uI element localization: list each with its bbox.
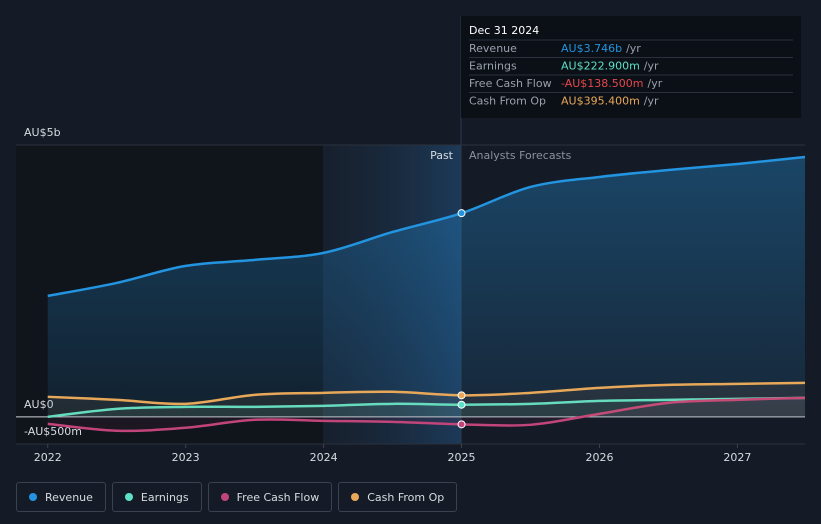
forecast-label: Analysts Forecasts: [469, 149, 572, 162]
tooltip-unit: /yr: [626, 42, 641, 55]
tooltip-label: Earnings: [469, 60, 517, 73]
x-tick-label: 2025: [448, 451, 476, 464]
x-tick-label: 2024: [310, 451, 338, 464]
tooltip-label: Free Cash Flow: [469, 77, 552, 90]
tooltip-label: Revenue: [469, 42, 517, 55]
tooltip-value: AU$222.900m/yr: [561, 60, 659, 73]
legend-swatch: [29, 493, 37, 501]
tooltip-value: AU$395.400m/yr: [561, 95, 659, 108]
legend-label: Revenue: [45, 490, 93, 504]
point-marker: [457, 209, 466, 218]
legend-swatch: [220, 493, 229, 501]
y-tick-label: -AU$500m: [24, 425, 82, 438]
legend-swatch: [351, 493, 360, 501]
tooltip-box: [461, 16, 801, 118]
x-tick-label: 2023: [172, 451, 200, 464]
x-tick-label: 2026: [585, 451, 613, 464]
point-marker: [457, 400, 466, 409]
chart: AU$5b AU$0 -AU$500m 2022 2023 2024 2025 2026 202…: [16, 16, 806, 464]
tooltip-value: AU$3.746b/yr: [561, 42, 641, 55]
legend-label: Cash From Op: [367, 490, 445, 504]
legend: Revenue Earnings Free Cash Flow Cash From O…: [16, 482, 458, 512]
legend-item[interactable]: Revenue: [16, 482, 106, 512]
tooltip-number: AU$222.900m: [561, 60, 640, 73]
tooltip-label: Cash From Op: [469, 95, 546, 108]
series-area: [47, 157, 805, 417]
tooltip-number: AU$3.746b: [561, 42, 622, 55]
x-tick-label: 2027: [723, 451, 751, 464]
point-marker: [457, 420, 466, 429]
legend-item[interactable]: Free Cash Flow: [207, 482, 333, 512]
series-area: [47, 382, 805, 417]
legend-item[interactable]: Cash From Op: [338, 482, 458, 512]
legend-label: Earnings: [140, 490, 189, 504]
x-tick-label: 2022: [34, 451, 62, 464]
series-line: [47, 381, 806, 406]
tooltip-title: Dec 31 2024: [469, 24, 539, 37]
y-tick-label: AU$5b: [24, 126, 61, 139]
legend-item[interactable]: Earnings: [111, 482, 202, 512]
tooltip-number: -AU$138.500m: [561, 77, 644, 90]
point-marker: [457, 391, 466, 400]
tooltip-unit: /yr: [648, 77, 663, 90]
y-tick-label: AU$0: [24, 398, 54, 411]
tooltip: Dec 31 2024 Revenue AU$3.746b/yr Earnings A…: [461, 16, 801, 118]
tooltip-unit: /yr: [644, 60, 659, 73]
legend-swatch: [124, 493, 133, 501]
tooltip-unit: /yr: [644, 95, 659, 108]
series-line: [47, 396, 806, 419]
legend-label: Free Cash Flow: [236, 490, 320, 504]
series-line: [47, 396, 806, 433]
tooltip-value: -AU$138.500m/yr: [561, 77, 663, 90]
tooltip-number: AU$395.400m: [561, 95, 640, 108]
series-line: [47, 155, 806, 298]
past-label: Past: [430, 149, 454, 162]
